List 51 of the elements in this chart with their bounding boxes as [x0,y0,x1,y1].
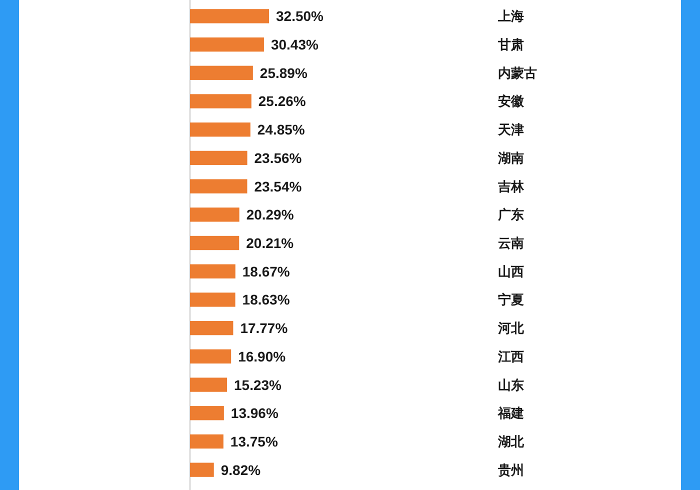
bar [190,9,269,24]
bar [190,37,264,52]
bar [190,208,240,222]
bar [190,320,234,336]
data-label: 23.54% [254,178,302,194]
y-tick-label: 甘肃 [497,37,524,52]
data-label: 23.56% [254,150,302,166]
data-label: 24.85% [257,122,306,138]
y-tick-label: 湖北 [497,434,525,449]
data-label: 16.90% [238,348,286,364]
bar [190,378,228,392]
bar [190,150,248,166]
bar [190,179,248,194]
bar [190,236,240,250]
y-tick-label: 安徽 [498,94,525,109]
y-tick-label: 云南 [498,236,524,250]
data-label: 15.23% [234,376,282,393]
y-tick-label: 吉林 [497,178,525,194]
y-tick-label: 河北 [497,320,525,336]
data-label: 18.63% [242,292,290,308]
bar [190,94,252,108]
y-tick-label: 福建 [497,406,524,421]
data-label: 13.75% [230,433,278,450]
data-label: 18.67% [242,263,290,280]
bar [190,349,232,364]
data-label: 30.43% [270,36,320,53]
data-label: 32.50% [276,8,324,24]
data-label: 13.96% [230,405,279,422]
data-label: 25.89% [260,64,308,81]
bar [190,264,236,278]
y-tick-label: 江西 [497,348,524,364]
y-tick-label: 上海 [497,8,524,24]
y-tick-label: 内蒙古 [498,65,537,80]
bar [190,434,224,449]
y-tick-label: 天津 [497,122,524,138]
y-tick-label: 宁夏 [498,292,524,308]
y-tick-label: 贵州 [497,462,524,478]
bar [190,462,214,477]
y-tick-label: 山西 [498,264,524,279]
y-tick-label: 山东 [498,377,524,392]
bar [190,406,224,420]
data-label: 20.21% [246,235,294,251]
data-label: 9.82% [220,462,262,478]
data-label: 20.29% [246,206,294,223]
y-tick-label: 湖南 [497,150,524,166]
bar [190,66,253,80]
bar [190,292,236,307]
y-tick-label: 广东 [497,207,524,222]
data-label: 17.77% [240,320,288,336]
bar [190,122,250,137]
data-label: 25.26% [258,93,306,110]
